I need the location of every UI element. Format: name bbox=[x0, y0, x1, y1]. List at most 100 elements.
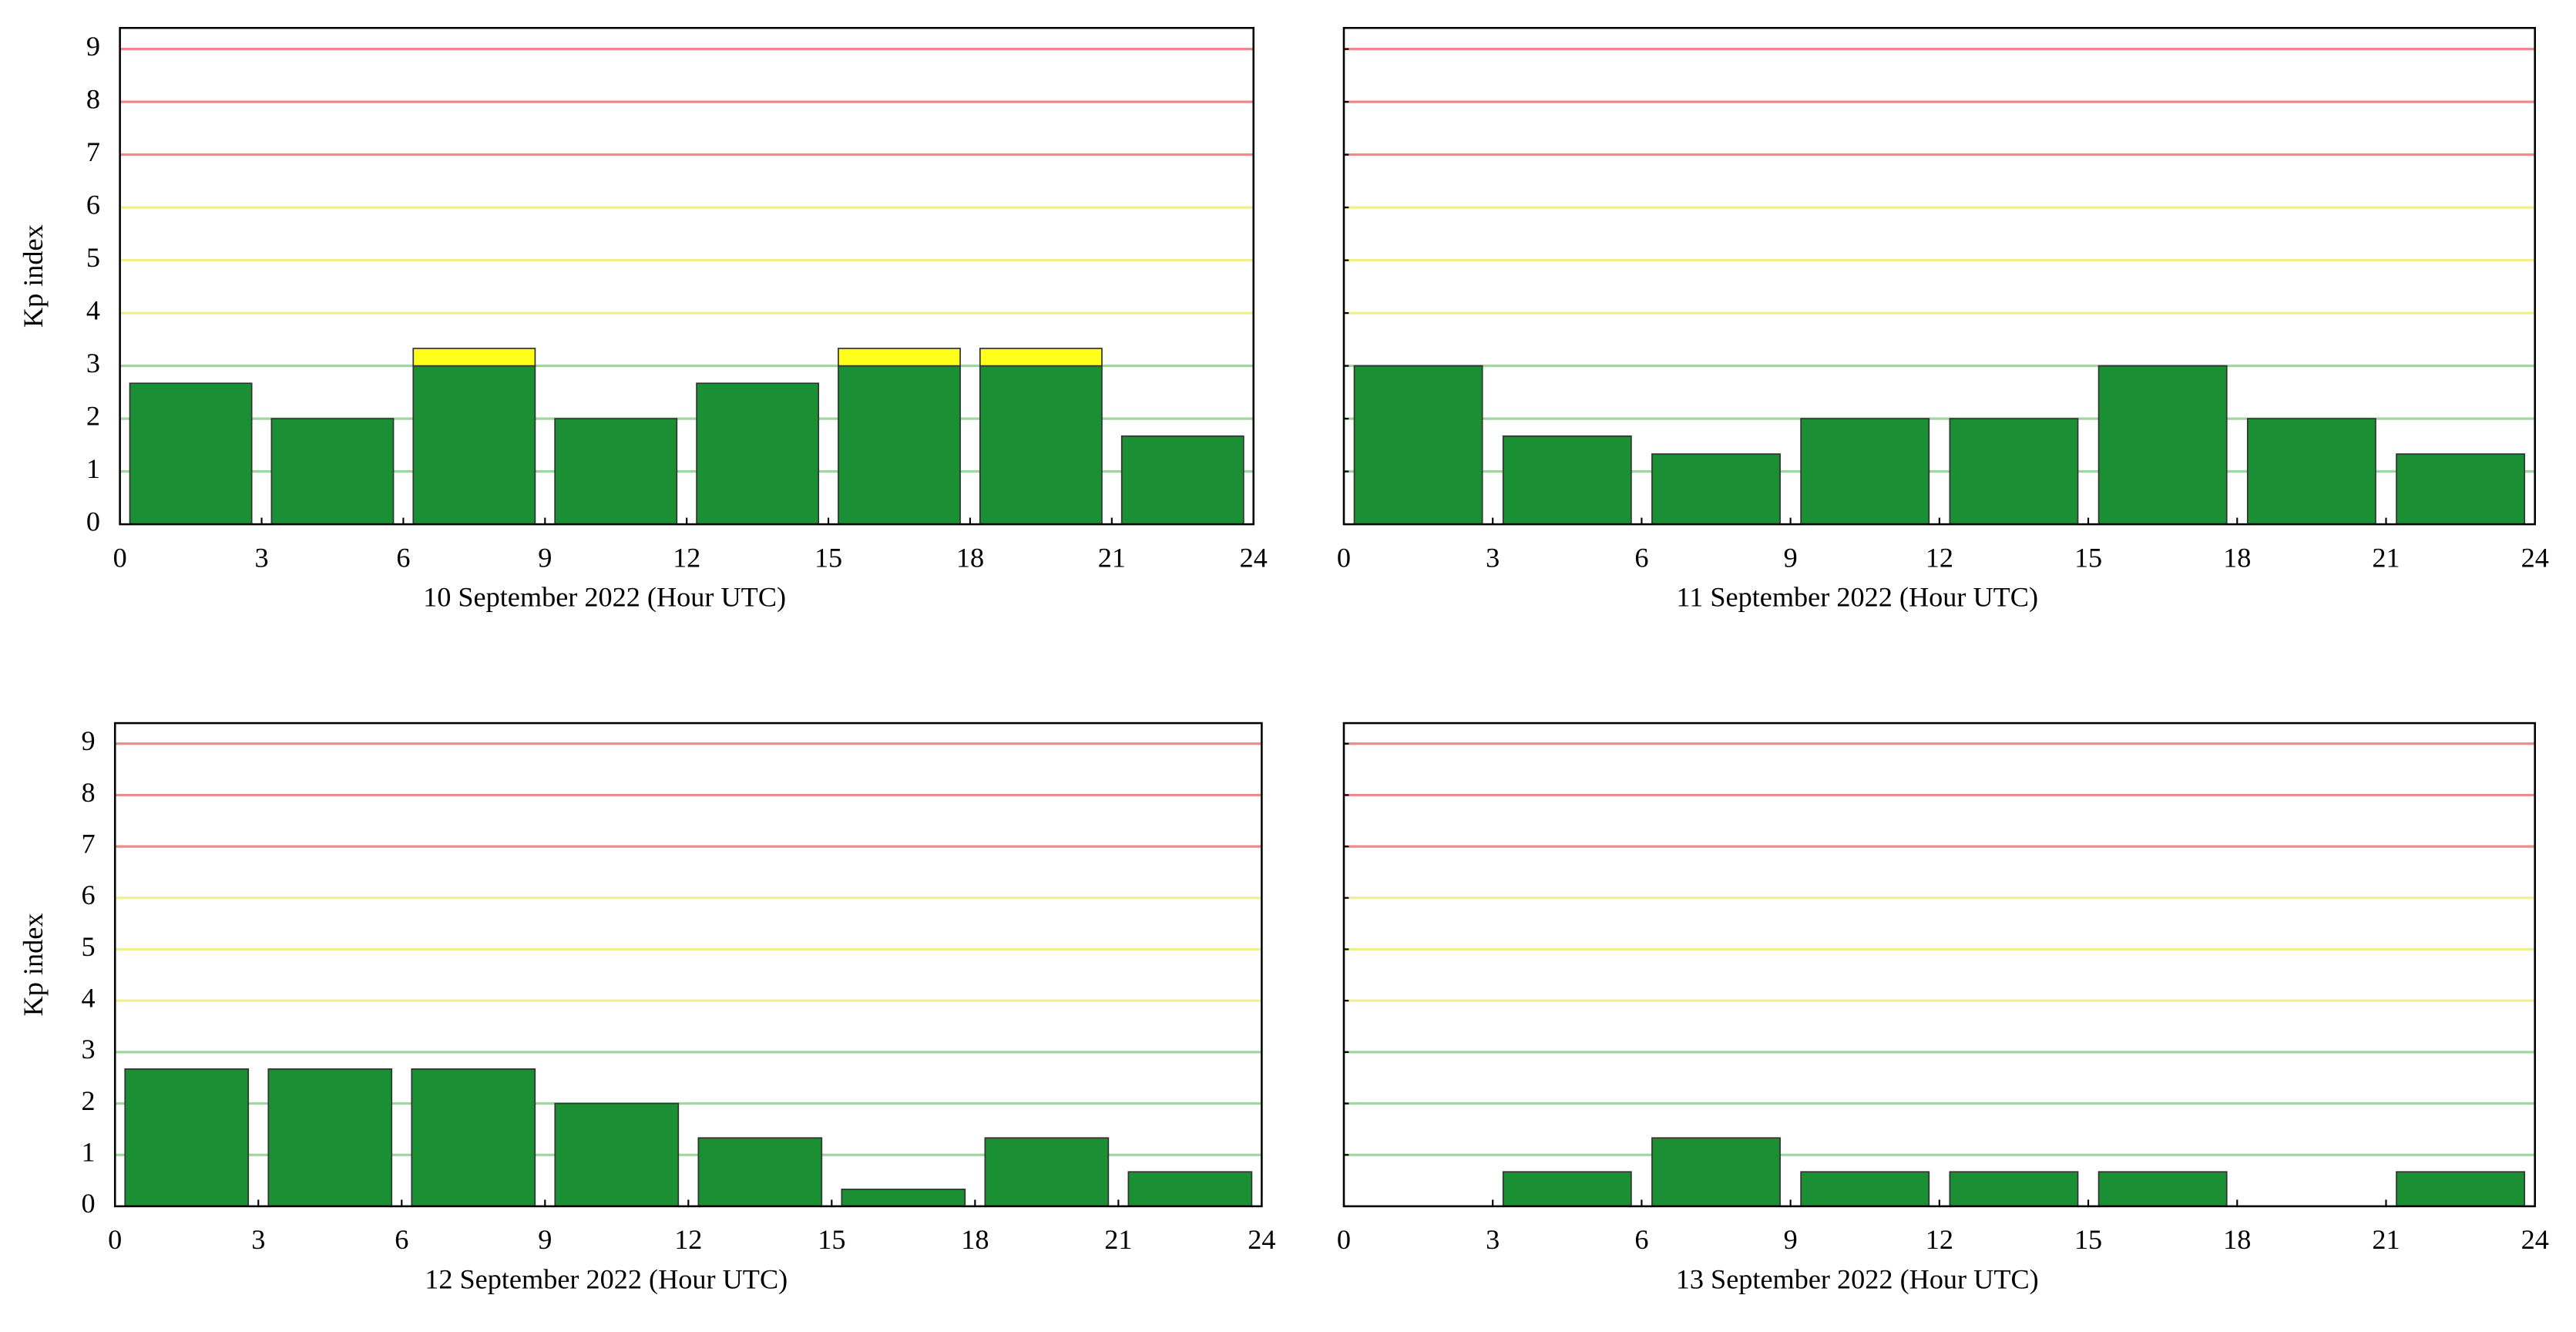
x-tick-label: 3 bbox=[1486, 1224, 1500, 1255]
x-tick-label: 24 bbox=[2521, 542, 2549, 573]
x-tick-label: 9 bbox=[1784, 542, 1798, 573]
x-tick-label: 6 bbox=[1634, 1224, 1648, 1255]
x-tick-label: 18 bbox=[2223, 1224, 2251, 1255]
y-axis-label: Kp index bbox=[18, 913, 49, 1017]
y-tick-label: 6 bbox=[86, 189, 100, 220]
y-tick-label: 6 bbox=[82, 880, 96, 910]
bar bbox=[2097, 1171, 2228, 1207]
x-tick-label: 21 bbox=[2372, 1224, 2400, 1255]
bar bbox=[1949, 1171, 2079, 1207]
x-tick-label: 21 bbox=[1098, 542, 1126, 573]
bar bbox=[2396, 1171, 2526, 1207]
bar bbox=[2097, 365, 2228, 525]
bar bbox=[1949, 418, 2079, 525]
x-tick-label: 12 bbox=[674, 1224, 702, 1255]
bar bbox=[1120, 435, 1244, 525]
x-tick-label: 0 bbox=[108, 1224, 122, 1255]
x-tick-label: 12 bbox=[673, 542, 700, 573]
y-tick-label: 3 bbox=[82, 1034, 96, 1065]
bar bbox=[1651, 453, 1781, 525]
y-tick-label: 5 bbox=[82, 931, 96, 962]
bar bbox=[554, 418, 678, 525]
bar bbox=[411, 1068, 536, 1207]
bar bbox=[979, 365, 1103, 525]
x-axis-label: 10 September 2022 (Hour UTC) bbox=[423, 581, 786, 612]
x-tick-label: 15 bbox=[818, 1224, 845, 1255]
x-tick-label: 18 bbox=[961, 1224, 989, 1255]
x-tick-label: 9 bbox=[1784, 1224, 1798, 1255]
x-tick-label: 24 bbox=[2521, 1224, 2549, 1255]
y-tick-label: 2 bbox=[82, 1085, 96, 1116]
bar bbox=[1800, 1171, 1930, 1207]
bar bbox=[124, 1068, 250, 1207]
bar bbox=[1502, 1171, 1632, 1207]
x-tick-label: 6 bbox=[1634, 542, 1648, 573]
plot-frame bbox=[1342, 26, 2536, 526]
x-tick-label: 0 bbox=[1337, 542, 1351, 573]
x-tick-label: 12 bbox=[1926, 1224, 1953, 1255]
x-tick-label: 3 bbox=[251, 1224, 265, 1255]
y-tick-label: 2 bbox=[86, 400, 100, 431]
y-tick-label: 3 bbox=[86, 348, 100, 378]
x-tick-label: 15 bbox=[814, 542, 842, 573]
bar bbox=[1502, 435, 1632, 525]
y-tick-label: 1 bbox=[82, 1137, 96, 1168]
x-axis-label: 11 September 2022 (Hour UTC) bbox=[1676, 581, 2038, 612]
bar bbox=[1800, 418, 1930, 525]
y-tick-label: 9 bbox=[82, 725, 96, 756]
bar bbox=[412, 365, 536, 525]
bar bbox=[267, 1068, 393, 1207]
x-tick-label: 9 bbox=[538, 542, 552, 573]
y-tick-label: 7 bbox=[82, 828, 96, 859]
bar bbox=[697, 1137, 823, 1207]
bar bbox=[838, 365, 961, 525]
bar bbox=[838, 348, 961, 367]
x-tick-label: 24 bbox=[1240, 542, 1268, 573]
bar bbox=[1127, 1171, 1253, 1207]
x-axis-label: 12 September 2022 (Hour UTC) bbox=[425, 1263, 788, 1294]
bar bbox=[979, 348, 1103, 367]
bar bbox=[2396, 453, 2526, 525]
x-tick-label: 0 bbox=[1337, 1224, 1351, 1255]
x-tick-label: 12 bbox=[1926, 542, 1953, 573]
y-tick-label: 8 bbox=[82, 777, 96, 808]
bar bbox=[1353, 365, 1483, 525]
plot-frame bbox=[113, 722, 1263, 1208]
plot-area bbox=[1343, 723, 2535, 1206]
y-tick-label: 4 bbox=[86, 294, 100, 325]
bar bbox=[270, 418, 395, 525]
x-tick-label: 21 bbox=[1104, 1224, 1132, 1255]
plot-frame bbox=[1342, 722, 2536, 1208]
bar bbox=[2246, 418, 2376, 525]
x-tick-label: 3 bbox=[254, 542, 268, 573]
y-tick-label: 9 bbox=[86, 31, 100, 62]
plot-frame bbox=[119, 26, 1255, 526]
x-tick-label: 21 bbox=[2372, 542, 2400, 573]
y-tick-label: 8 bbox=[86, 83, 100, 114]
bar bbox=[129, 382, 253, 525]
x-tick-label: 18 bbox=[956, 542, 984, 573]
x-tick-label: 6 bbox=[396, 542, 410, 573]
bar bbox=[696, 382, 820, 525]
x-tick-label: 6 bbox=[395, 1224, 408, 1255]
y-tick-label: 0 bbox=[86, 506, 100, 536]
bar bbox=[412, 348, 536, 367]
x-tick-label: 9 bbox=[538, 1224, 552, 1255]
x-tick-label: 15 bbox=[2074, 542, 2102, 573]
y-tick-label: 5 bbox=[86, 242, 100, 273]
x-axis-label: 13 September 2022 (Hour UTC) bbox=[1676, 1263, 2039, 1294]
y-tick-label: 0 bbox=[82, 1188, 96, 1219]
x-tick-label: 18 bbox=[2223, 542, 2251, 573]
y-tick-label: 4 bbox=[82, 982, 96, 1013]
x-tick-label: 24 bbox=[1248, 1224, 1275, 1255]
x-tick-label: 0 bbox=[113, 542, 127, 573]
bar bbox=[1651, 1137, 1781, 1207]
bar bbox=[554, 1102, 680, 1207]
y-axis-label: Kp index bbox=[18, 224, 49, 328]
y-tick-label: 1 bbox=[86, 453, 100, 484]
x-tick-label: 15 bbox=[2074, 1224, 2102, 1255]
y-tick-label: 7 bbox=[86, 136, 100, 167]
x-tick-label: 3 bbox=[1486, 542, 1500, 573]
bar bbox=[984, 1137, 1110, 1207]
